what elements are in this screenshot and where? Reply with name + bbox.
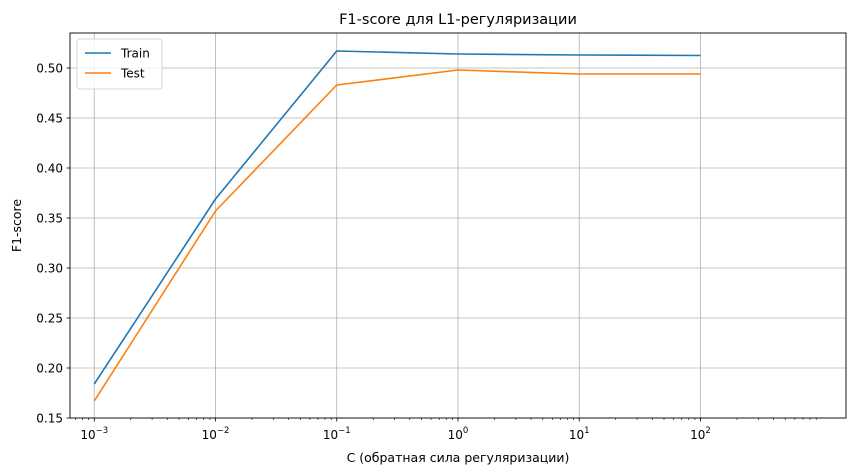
x-tick-label-base: 10 xyxy=(80,428,95,442)
y-tick-label: 0.35 xyxy=(36,211,63,225)
y-tick-label: 0.30 xyxy=(36,261,63,275)
x-tick-label-exponent: 1 xyxy=(584,426,589,436)
x-tick-label-base: 10 xyxy=(323,428,338,442)
x-tick-label-base: 10 xyxy=(569,428,584,442)
x-tick-label: 100 xyxy=(448,426,469,442)
y-tick-label: 0.15 xyxy=(36,411,63,425)
series-lines xyxy=(93,50,701,402)
y-tick-label: 0.40 xyxy=(36,161,63,175)
x-axis-label: C (обратная сила регуляризации) xyxy=(347,450,570,465)
y-axis-label: F1-score xyxy=(9,199,24,253)
x-tick-label-base: 10 xyxy=(448,428,463,442)
x-axis-ticks: 10−3 10−2 10−1 100 101 102 xyxy=(75,418,817,442)
x-tick-label: 10−3 xyxy=(80,426,108,442)
y-tick-label: 0.25 xyxy=(36,311,63,325)
x-tick-label-exponent: −2 xyxy=(217,426,230,436)
x-tick-label-exponent: 2 xyxy=(705,426,710,436)
x-tick-label: 101 xyxy=(569,426,590,442)
x-tick-label: 10−2 xyxy=(202,426,230,442)
legend: Train Test xyxy=(76,38,163,90)
x-tick-label-exponent: 0 xyxy=(463,426,468,436)
x-tick-label-base: 10 xyxy=(202,428,217,442)
x-tick-label-exponent: −1 xyxy=(338,426,351,436)
x-tick-label: 102 xyxy=(690,426,711,442)
legend-label-train: Train xyxy=(120,46,150,60)
y-tick-label: 0.20 xyxy=(36,361,63,375)
chart-title: F1-score для L1-регуляризации xyxy=(339,12,577,28)
x-tick-label-base: 10 xyxy=(690,428,705,442)
series-line-train xyxy=(93,50,701,385)
y-tick-label: 0.50 xyxy=(36,61,63,75)
y-axis-ticks: 0.15 0.20 0.25 0.30 0.35 0.40 0.45 0.50 xyxy=(36,61,70,425)
y-tick-label: 0.45 xyxy=(36,111,63,125)
x-tick-label-exponent: −3 xyxy=(96,426,109,436)
legend-label-test: Test xyxy=(120,66,145,80)
legend-box xyxy=(76,38,163,90)
x-tick-label: 10−1 xyxy=(323,426,351,442)
series-line-test xyxy=(93,69,701,402)
